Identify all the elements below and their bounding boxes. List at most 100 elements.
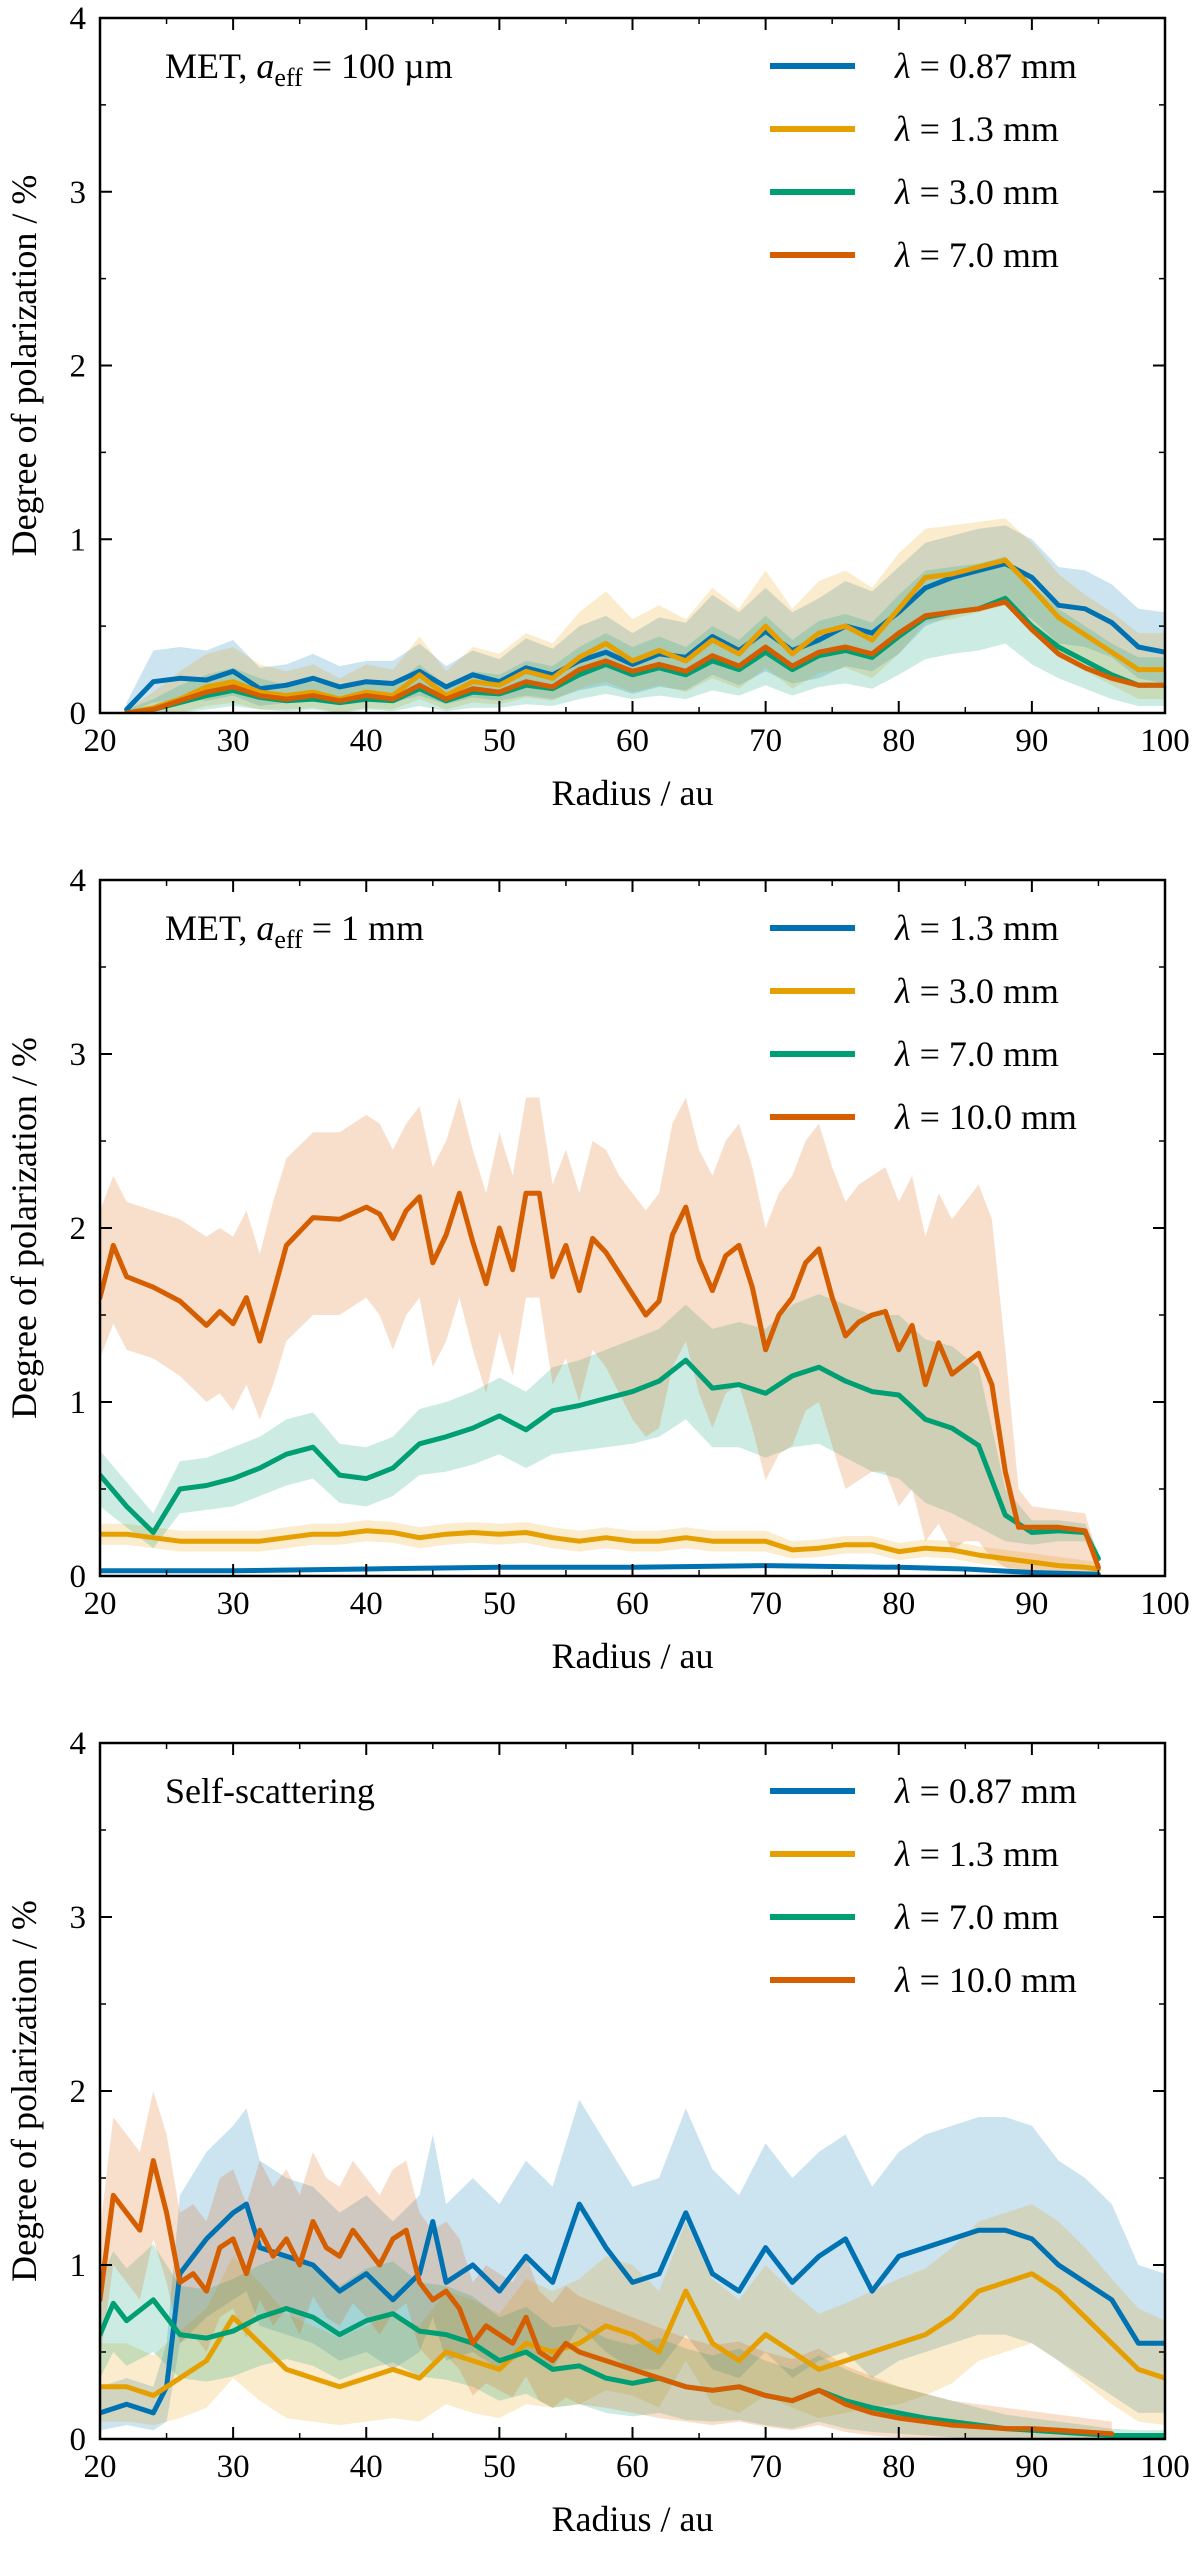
y-axis-label: Degree of polarization / % [4,175,44,557]
legend-lambda: λ [894,908,911,948]
panel-annotation: Self-scattering [165,1771,375,1811]
y-tick-label: 2 [70,1211,87,1247]
x-tick-label: 90 [1015,1586,1048,1622]
chart-panel-2: 20 30 40 50 60 70 80 90 100 0 1 2 3 4 Radius / au Degre… [4,863,1190,1676]
legend-lambda: λ [894,235,911,275]
chart-panel-3: 20 30 40 50 60 70 80 90 100 0 1 2 3 4 Radius / au Degre… [4,1726,1190,2539]
series-line-4 [100,1190,1101,1570]
x-tick-label: 80 [882,723,915,759]
plot-area [100,2091,1165,2439]
y-tick-label: 2 [70,2074,87,2110]
legend-label-4: λ = 10.0 mm [894,1097,1077,1137]
legend-label-1: λ = 0.87 mm [894,1771,1077,1811]
y-axis-label: Degree of polarization / % [4,1037,44,1419]
annotation-var: a [256,908,274,948]
legend-value: = 7.0 mm [911,235,1059,275]
y-tick-label: 0 [70,696,87,732]
annotation-sub: eff [274,925,303,954]
legend: λ = 0.87 mmλ = 1.3 mmλ = 3.0 mmλ = 7.0 m… [770,46,1077,275]
x-tick-label: 40 [350,1586,383,1622]
y-tick-label: 3 [70,175,87,211]
legend-value: = 1.3 mm [911,109,1059,149]
x-tick-label: 80 [882,1586,915,1622]
series-line-1 [100,2201,1165,2416]
legend-lambda: λ [894,1771,911,1811]
y-tick-label: 2 [70,349,87,385]
legend-lambda: λ [894,1897,911,1937]
legend-label-2: λ = 3.0 mm [894,971,1059,1011]
legend-label-2: λ = 1.3 mm [894,109,1059,149]
legend-value: = 0.87 mm [911,1771,1077,1811]
legend-value: = 10.0 mm [911,1097,1077,1137]
series-line-1 [124,561,1165,712]
x-tick-label: 30 [217,2449,250,2485]
x-tick-label: 40 [350,2449,383,2485]
legend: λ = 0.87 mmλ = 1.3 mmλ = 7.0 mmλ = 10.0 … [770,1771,1077,2000]
legend-value: = 1.3 mm [911,908,1059,948]
series-line-2 [100,2271,1165,2398]
legend-value: = 1.3 mm [911,1834,1059,1874]
annotation-prefix: MET, [165,908,256,948]
legend-value: = 7.0 mm [911,1034,1059,1074]
x-tick-label: 30 [217,1586,250,1622]
y-tick-label: 1 [70,1385,87,1421]
annotation-suffix: = 1 mm [303,908,424,948]
x-tick-label: 50 [483,1586,516,1622]
annotation-sub: eff [274,63,303,92]
legend-value: = 0.87 mm [911,46,1077,86]
legend-value: = 7.0 mm [911,1897,1059,1937]
series-line-2 [124,557,1165,713]
chart-panel-1: 20 30 40 50 60 70 80 90 100 0 1 2 3 4 Radius / au Degre… [4,1,1190,813]
y-tick-label: 4 [70,863,87,899]
legend-value: = 3.0 mm [911,971,1059,1011]
series-band-3 [100,2244,1165,2439]
x-axis-label: Radius / au [552,1636,714,1676]
legend-label-1: λ = 0.87 mm [894,46,1077,86]
y-tick-label: 0 [70,1559,87,1595]
annotation-suffix: = 100 µm [303,46,453,86]
x-axis-label: Radius / au [552,773,714,813]
legend-label-3: λ = 3.0 mm [894,172,1059,212]
legend-label-4: λ = 10.0 mm [894,1960,1077,2000]
legend-label-2: λ = 1.3 mm [894,1834,1059,1874]
x-tick-label: 100 [1140,1586,1190,1622]
y-tick-label: 1 [70,2248,87,2284]
panel-annotation: MET, aeff = 100 µm [165,46,453,92]
series-band-2 [100,2204,1165,2426]
series-line-2 [100,1528,1101,1572]
series-band-2 [126,518,1165,713]
series-line-1 [100,1563,1101,1576]
series-line-4 [124,599,1165,713]
x-tick-label: 60 [616,2449,649,2485]
x-tick-label: 70 [749,723,782,759]
x-tick-label: 100 [1140,723,1190,759]
x-tick-label: 60 [616,1586,649,1622]
legend-value: = 3.0 mm [911,172,1059,212]
legend-lambda: λ [894,172,911,212]
y-tick-label: 3 [70,1037,87,1073]
annotation-var: a [256,46,274,86]
series-band-3 [126,556,1165,713]
series-band-4 [100,1097,1099,1576]
x-tick-label: 20 [84,723,117,759]
legend-value: = 10.0 mm [911,1960,1077,2000]
x-tick-label: 90 [1015,2449,1048,2485]
y-axis-label: Degree of polarization / % [4,1900,44,2282]
legend-label-3: λ = 7.0 mm [894,1034,1059,1074]
legend-lambda: λ [894,109,911,149]
x-tick-label: 70 [749,2449,782,2485]
x-tick-label: 80 [882,2449,915,2485]
y-tick-label: 0 [70,2422,87,2458]
series-line-3 [100,1357,1101,1562]
legend: λ = 1.3 mmλ = 3.0 mmλ = 7.0 mmλ = 10.0 m… [770,908,1077,1137]
x-tick-label: 90 [1015,723,1048,759]
x-tick-label: 50 [483,2449,516,2485]
legend-lambda: λ [894,46,911,86]
panel-annotation: MET, aeff = 1 mm [165,908,424,954]
series-band-4 [100,2091,1112,2439]
legend-label-1: λ = 1.3 mm [894,908,1059,948]
series-band-1 [100,2099,1165,2431]
legend-lambda: λ [894,1960,911,2000]
x-tick-label: 60 [616,723,649,759]
